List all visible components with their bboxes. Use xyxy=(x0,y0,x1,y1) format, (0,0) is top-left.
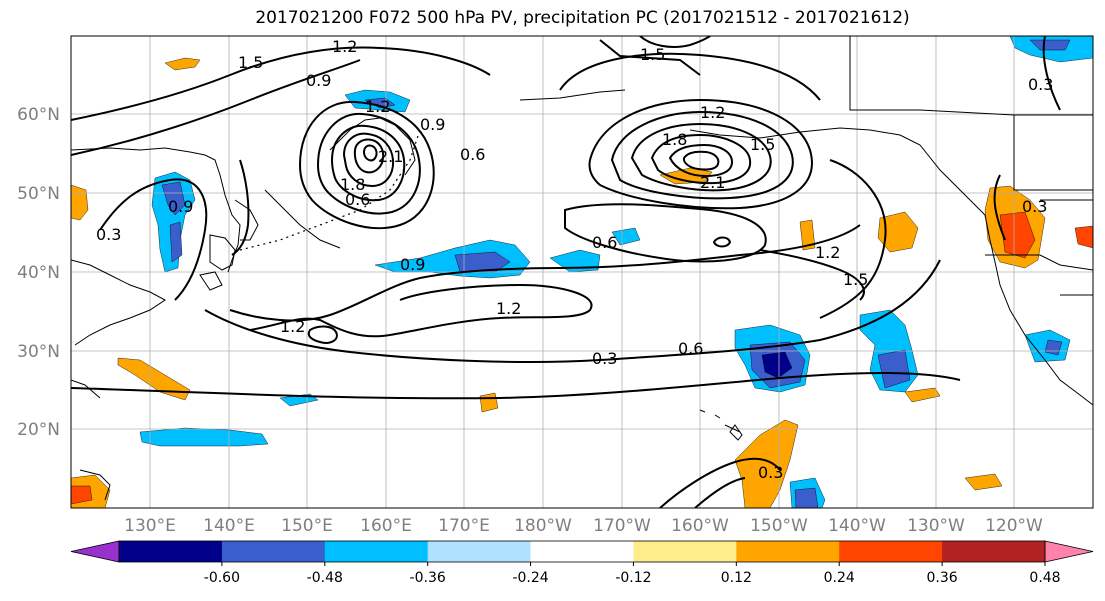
contour-label: 0.9 xyxy=(420,115,445,134)
contour-label: 0.9 xyxy=(400,255,425,274)
contour-label: 1.2 xyxy=(496,299,521,318)
colorbar-extend-low xyxy=(70,540,120,563)
contour-label: 0.6 xyxy=(592,233,617,252)
lon-label: 160°W xyxy=(671,516,729,536)
contour-label: 1.2 xyxy=(332,37,357,56)
precip-patch-darkblue xyxy=(1029,39,1071,51)
lon-label: 150°E xyxy=(281,516,333,536)
colorbar-segment xyxy=(221,541,326,562)
precip-patch-orange xyxy=(877,211,919,253)
lat-labels: 60°N 50°N 40°N 30°N 20°N xyxy=(17,105,60,440)
colorbar-tick-label: -0.24 xyxy=(512,570,548,586)
contour-label: 0.6 xyxy=(678,339,703,358)
lon-label: 170°W xyxy=(593,516,651,536)
colorbar-tick-label: 0.48 xyxy=(1029,570,1060,586)
precip-patch-darkblue xyxy=(794,487,819,508)
precip-patch-orange xyxy=(904,387,941,403)
colorbar-segment xyxy=(324,541,429,562)
contour-label: 1.5 xyxy=(640,45,665,64)
contour-label: 1.2 xyxy=(815,243,840,262)
contour-label: 0.6 xyxy=(460,145,485,164)
colorbar-extend-high xyxy=(1044,540,1094,563)
precip-patch-orange xyxy=(71,184,89,221)
contour-label: 0.9 xyxy=(306,71,331,90)
lon-label: 140°E xyxy=(203,516,255,536)
contour-label: 2.1 xyxy=(378,147,403,166)
contour-label: 0.3 xyxy=(1022,197,1047,216)
lat-label: 20°N xyxy=(17,420,60,440)
lon-label: 180°W xyxy=(514,516,572,536)
contour-label: 0.6 xyxy=(345,190,370,209)
colorbar-segment xyxy=(119,541,223,562)
precip-patch-orange xyxy=(799,219,816,251)
colorbar-border xyxy=(118,540,1046,563)
precip-patch-red xyxy=(71,485,93,505)
precip-patch-orange xyxy=(117,357,191,401)
lon-labels: 130°E 140°E 150°E 160°E 170°E 180°W 170°… xyxy=(124,516,1043,536)
lat-label: 30°N xyxy=(17,342,60,362)
contour-label: 0.3 xyxy=(758,463,783,482)
contour-label: 0.3 xyxy=(1028,75,1053,94)
precip-shading xyxy=(71,36,1093,508)
colorbar-tick-label: -0.12 xyxy=(615,570,651,586)
lat-label: 50°N xyxy=(17,184,60,204)
coastlines xyxy=(71,36,1093,501)
lon-label: 160°E xyxy=(360,516,412,536)
lon-label: 150°W xyxy=(750,516,808,536)
colorbar-tick-label: -0.60 xyxy=(204,570,240,586)
figure-title: 2017021200 F072 500 hPa PV, precipitatio… xyxy=(255,8,910,28)
pv-contours xyxy=(71,36,1061,508)
contour-label: 1.5 xyxy=(238,53,263,72)
lon-label: 130°E xyxy=(124,516,176,536)
precip-patch-darkblue xyxy=(454,251,511,273)
colorbar-segment xyxy=(530,541,634,562)
lat-label: 40°N xyxy=(17,263,60,283)
contour-label: 1.2 xyxy=(365,97,390,116)
precip-patch-darkblue xyxy=(877,349,911,389)
colorbar: -0.60 -0.48 -0.36 -0.24 -0.12 0.12 0.24 0.36 0.4… xyxy=(70,540,1094,586)
colorbar-tick-label: -0.36 xyxy=(410,570,446,586)
colorbar-segment xyxy=(839,541,943,562)
contour-label: 0.9 xyxy=(168,197,193,216)
contour-label: 0.3 xyxy=(592,349,617,368)
map-frame xyxy=(70,35,1094,509)
contour-label: 1.8 xyxy=(340,175,365,194)
colorbar-tick-label: 0.36 xyxy=(927,570,958,586)
graticule xyxy=(71,36,1093,508)
colorbar-segment xyxy=(942,541,1046,562)
contour-label: 1.8 xyxy=(662,130,687,149)
dateline-dotted xyxy=(239,129,421,251)
colorbar-segment xyxy=(633,541,737,562)
precip-patch-red xyxy=(1074,225,1093,249)
precip-patch-orange xyxy=(734,419,799,508)
lon-label: 130°W xyxy=(907,516,965,536)
contour-label: 1.5 xyxy=(843,270,868,289)
precip-patch-orange xyxy=(164,57,201,71)
lat-label: 60°N xyxy=(17,105,60,125)
lon-label: 170°E xyxy=(438,516,490,536)
contour-label: 0.3 xyxy=(96,225,121,244)
precip-patch-darkblue xyxy=(169,221,183,263)
precip-patch-blue xyxy=(611,227,641,246)
colorbar-segment xyxy=(427,541,532,562)
lon-label: 120°W xyxy=(985,516,1043,536)
colorbar-segment xyxy=(736,541,840,562)
precip-patch-red xyxy=(999,211,1036,259)
contour-label: 2.1 xyxy=(700,173,725,192)
contour-label-group: 1.5 1.2 0.9 1.5 1.2 0.9 0.6 2.1 1.8 1.5 … xyxy=(96,37,1053,482)
contour-label: 1.2 xyxy=(700,103,725,122)
contour-label: 1.2 xyxy=(280,317,305,336)
colorbar-tick-label: 0.12 xyxy=(721,570,752,586)
colorbar-tick-label: 0.24 xyxy=(824,570,855,586)
precip-patch-orange xyxy=(659,167,713,185)
lon-label: 140°W xyxy=(828,516,886,536)
precip-patch-navy xyxy=(761,351,793,379)
precip-patch-darkblue xyxy=(161,181,186,216)
precip-patch-blue xyxy=(549,249,601,273)
contour-label: 1.5 xyxy=(750,135,775,154)
colorbar-tick-label: -0.48 xyxy=(307,570,343,586)
precip-patch-orange xyxy=(964,473,1003,491)
